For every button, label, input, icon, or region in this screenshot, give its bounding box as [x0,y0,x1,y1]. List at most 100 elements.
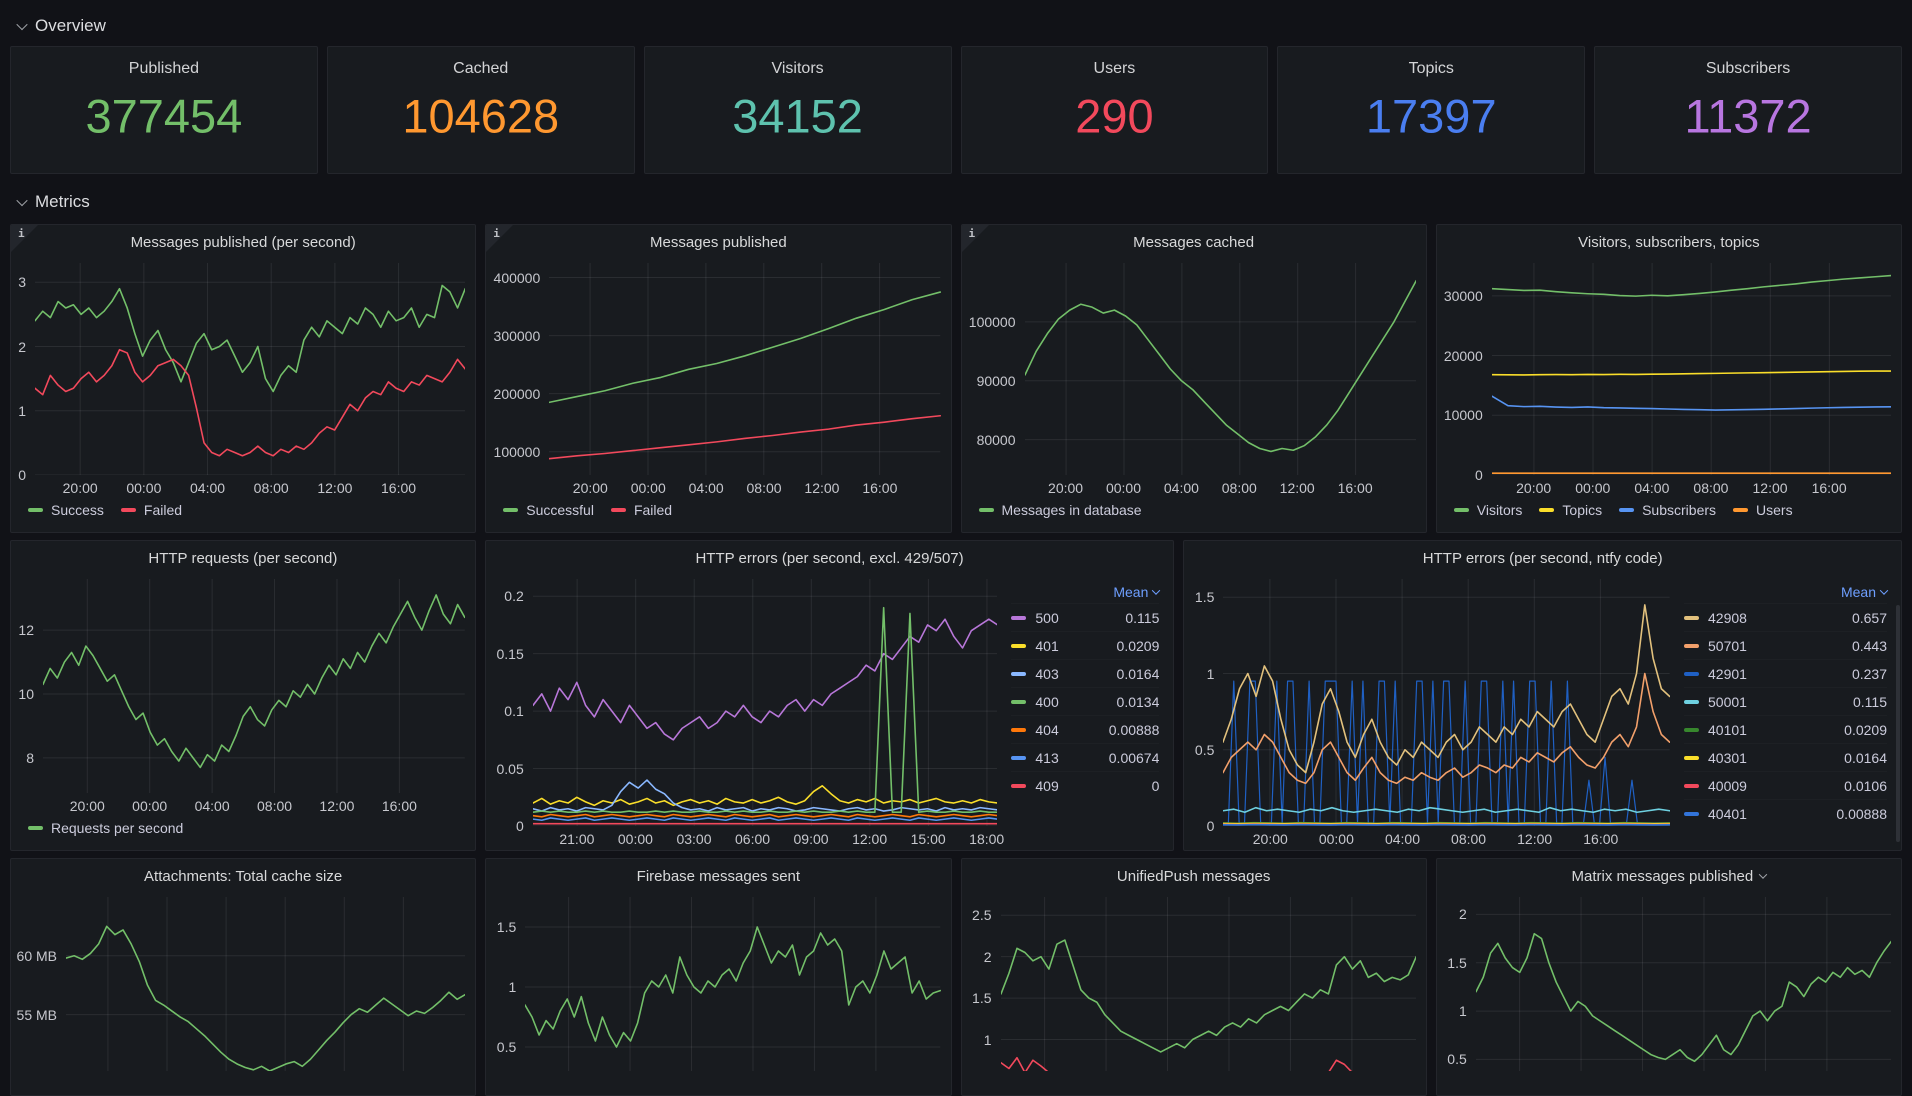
stat-panel-topics: Topics 17397 [1277,46,1586,174]
panel-header[interactable]: Visitors, subscribers, topics [1437,225,1901,259]
y-tick-label: 2 [983,948,992,965]
panel-corner [11,225,38,252]
chart-area: 0 10000 20000 30000 20:00 00:00 04:00 08:00 12:0… [1437,259,1901,499]
plot-region[interactable] [525,897,940,1071]
plot-region[interactable] [35,263,465,475]
legend-item-requests-per-second[interactable]: Requests per second [28,820,183,836]
legend-item-success[interactable]: Success [28,502,104,518]
series-label: Topics [1562,502,1603,518]
plot-region[interactable] [533,579,998,826]
y-tick-label: 1 [983,1031,992,1048]
series-label: 50001 [1708,693,1747,710]
x-tick-label: 16:00 [1337,480,1373,496]
panel-header[interactable]: HTTP errors (per second, excl. 429/507) [486,541,1174,575]
series-mean-value: 0.00888 [1108,721,1160,738]
section-header-overview[interactable]: Overview [10,4,114,46]
y-tick-label: 10 [18,685,34,702]
legend-row-401[interactable]: 401 0.0209 [1011,631,1159,659]
section-title: Metrics [35,192,90,211]
info-icon[interactable]: i [968,227,976,240]
series-label: Failed [143,502,183,518]
panel-header[interactable]: Messages published [486,225,950,259]
series-mean-value: 0.0106 [1844,777,1887,794]
legend-row-40101[interactable]: 40101 0.0209 [1684,715,1887,743]
legend-row-400[interactable]: 400 0.0134 [1011,687,1159,715]
legend-row-50001[interactable]: 50001 0.115 [1684,687,1887,715]
legend-item-successful[interactable]: Successful [503,502,594,518]
series-mean-value: 0.0209 [1844,721,1887,738]
series-label: 42901 [1708,665,1747,682]
info-icon[interactable]: i [493,227,500,240]
x-tick-label: 03:00 [676,831,712,847]
y-tick-label: 0.5 [496,1039,517,1055]
legend-row-409[interactable]: 409 0 [1011,771,1159,799]
panel-title: HTTP errors (per second, ntfy code) [1422,549,1663,567]
legend-row-413[interactable]: 413 0.00674 [1011,743,1159,771]
legend-row-40401[interactable]: 40401 0.00888 [1684,799,1887,827]
plot-region[interactable] [1223,579,1670,826]
y-tick-label: 400000 [493,269,541,286]
panel-header[interactable]: Messages published (per second) [11,225,475,259]
series-color-swatch [1684,811,1699,816]
panel-row: i Messages published (per second) 0 1 2 3 20:0… [10,224,1902,533]
panel-header[interactable]: Matrix messages published [1437,859,1901,893]
legend-row-42908[interactable]: 42908 0.657 [1684,603,1887,631]
panel-attachments-total-cache-size: Attachments: Total cache size 55 MB 60 MB [10,858,477,1096]
x-tick-label: 12:00 [319,798,355,814]
legend-item-topics[interactable]: Topics [1539,502,1602,518]
x-tick-label: 00:00 [630,480,666,496]
legend-item-failed[interactable]: Failed [610,502,672,518]
series-color-swatch [120,508,136,512]
y-tick-label: 2 [1458,906,1467,923]
panel-header[interactable]: Firebase messages sent [486,859,950,893]
y-tick-label: 80000 [976,431,1016,448]
legend-scrollbar[interactable] [1896,605,1900,842]
legend-row-50701[interactable]: 50701 0.443 [1684,631,1887,659]
legend-row-40301[interactable]: 40301 0.0164 [1684,743,1887,771]
panel-header[interactable]: Attachments: Total cache size [11,859,475,893]
panel-header[interactable]: Messages cached [962,225,1426,259]
legend-row-404[interactable]: 404 0.00888 [1011,715,1159,743]
panel-header[interactable]: UnifiedPush messages [962,859,1426,893]
x-tick-label: 04:00 [688,480,724,496]
legend-item-messages-in-database[interactable]: Messages in database [978,502,1142,518]
section-header-metrics[interactable]: Metrics [10,174,98,224]
legend-item-subscribers[interactable]: Subscribers [1619,502,1716,518]
x-tick-label: 20:00 [1048,480,1084,496]
y-tick-label: 10000 [1443,407,1483,424]
legend-item-failed[interactable]: Failed [120,502,183,518]
legend-sort-header[interactable]: Mean [1011,580,1161,603]
legend-item-visitors[interactable]: Visitors [1453,502,1522,518]
series-mean-value: 0.00888 [1836,805,1887,822]
plot-region[interactable] [66,897,465,1071]
y-tick-label: 100000 [493,443,541,460]
x-tick-label: 08:00 [1221,480,1257,496]
legend-mean-label: Mean [1113,583,1149,600]
info-icon[interactable]: i [18,227,25,240]
panel-header[interactable]: HTTP requests (per second) [11,541,475,575]
series-color-swatch [1733,508,1749,512]
plot-region[interactable] [1492,263,1891,475]
plot-region[interactable] [43,579,465,793]
stat-title: Users [1093,60,1136,77]
legend-sort-header[interactable]: Mean [1684,580,1889,603]
legend-row-40009[interactable]: 40009 0.0106 [1684,771,1887,799]
panel-main: 80000 90000 100000 20:00 00:00 04:00 08:00 12:0… [962,259,1426,499]
plot-region[interactable] [549,263,940,475]
x-tick-label: 04:00 [1634,480,1670,496]
plot-region[interactable] [1001,897,1416,1071]
series-color-swatch [1011,643,1027,648]
chart-area: 55 MB 60 MB [11,893,475,1095]
x-tick-label: 00:00 [132,798,168,814]
x-tick-label: 08:00 [1451,831,1487,847]
legend-row-42901[interactable]: 42901 0.237 [1684,659,1887,687]
plot-region[interactable] [1476,897,1891,1071]
legend-row-500[interactable]: 500 0.115 [1011,603,1159,631]
plot-region[interactable] [1025,263,1416,475]
y-tick-label: 0.15 [496,645,524,662]
chevron-down-icon [16,18,28,31]
chevron-down-icon [1759,870,1768,879]
legend-row-403[interactable]: 403 0.0164 [1011,659,1159,687]
legend-item-users[interactable]: Users [1733,502,1793,518]
panel-header[interactable]: HTTP errors (per second, ntfy code) [1184,541,1901,575]
